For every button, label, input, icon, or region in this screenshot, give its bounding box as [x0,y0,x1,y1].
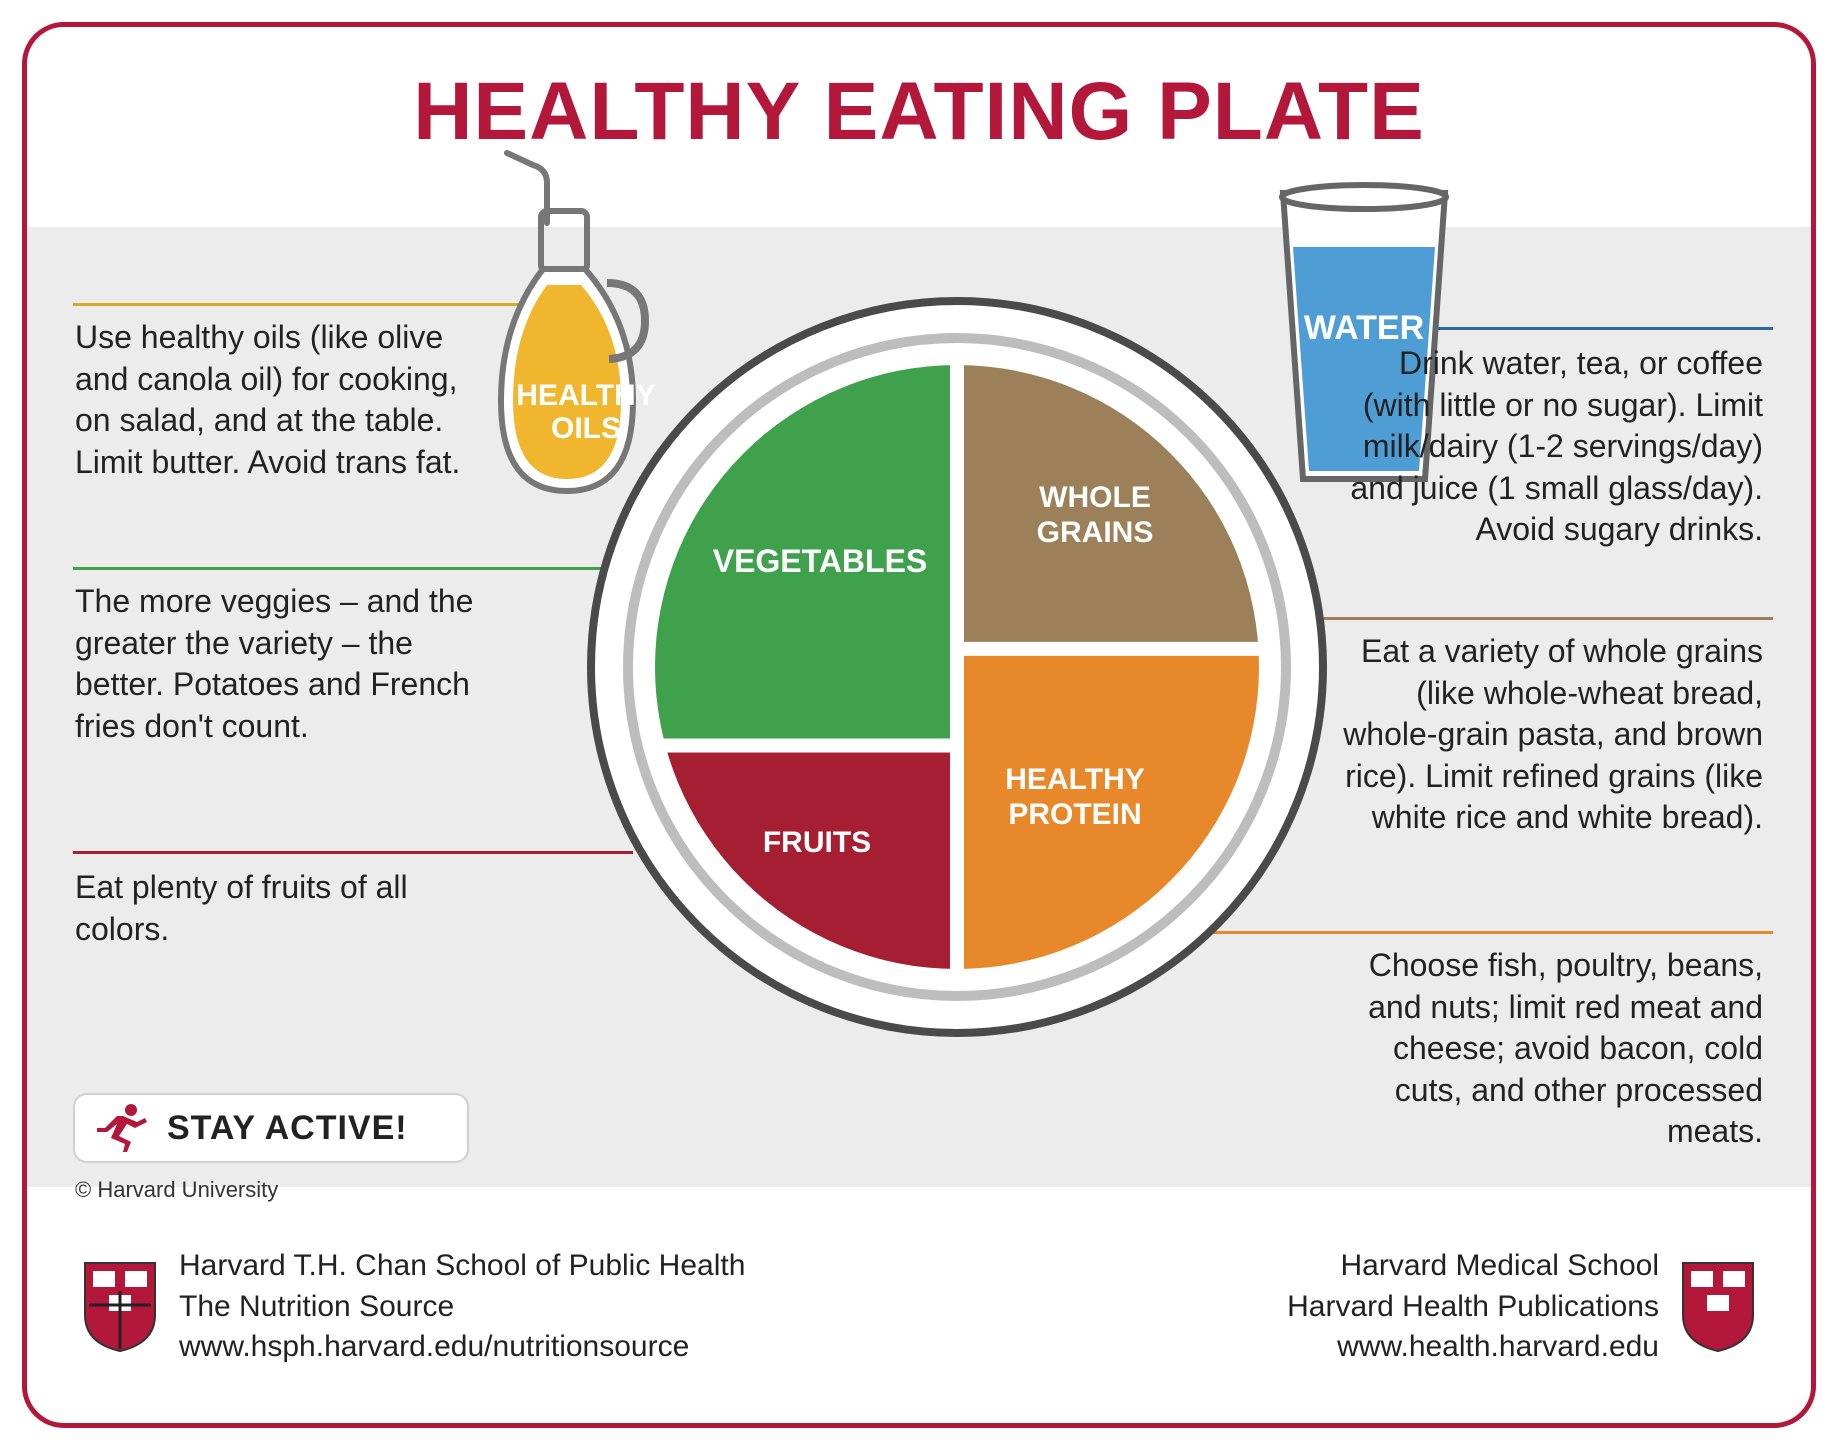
footer-right-line1: Harvard Medical School [1287,1246,1659,1287]
callout-grains: Eat a variety of whole grains (like whol… [1323,631,1763,839]
footer-right: Harvard Medical School Harvard Health Pu… [1287,1246,1755,1368]
callout-protein: Choose fish, poultry, beans, and nuts; l… [1323,945,1763,1153]
sector-fruits [655,753,950,969]
sector-label: WHOLEGRAINS [985,481,1205,550]
footer-left-line3: www.hsph.harvard.edu/nutritionsource [179,1327,745,1368]
sector-label: FRUITS [707,826,927,861]
infographic-frame: HEALTHY EATING PLATE HEALTHYOILS WATER V… [22,22,1816,1428]
sector-label: VEGETABLES [710,543,930,580]
harvard-shield-icon [1681,1261,1755,1353]
rule-grains [1287,617,1773,620]
callout-fruits: Eat plenty of fruits of all colors. [75,867,475,950]
callout-veggies: The more veggies – and the greater the v… [75,581,475,747]
sector-label: HEALTHYPROTEIN [965,763,1185,832]
footer-right-line3: www.health.harvard.edu [1287,1327,1659,1368]
footer-left: Harvard T.H. Chan School of Public Healt… [83,1246,745,1368]
plate-sectors [655,365,1259,969]
footer-left-line1: Harvard T.H. Chan School of Public Healt… [179,1246,745,1287]
footer-left-line2: The Nutrition Source [179,1287,745,1328]
harvard-shield-icon [83,1261,157,1353]
rule-veg [73,567,647,570]
stay-active-text: STAY ACTIVE! [167,1109,408,1148]
rule-fruit [73,851,633,854]
footer: Harvard T.H. Chan School of Public Healt… [27,1217,1811,1397]
plate: VEGETABLES FRUITS WHOLEGRAINS HEALTHYPROTEI… [587,297,1327,1037]
runner-icon [93,1102,149,1154]
callout-water: Drink water, tea, or coffee (with little… [1323,343,1763,551]
copyright: © Harvard University [75,1177,278,1203]
footer-right-line2: Harvard Health Publications [1287,1287,1659,1328]
callout-oils: Use healthy oils (like olive and canola … [75,317,475,483]
page-title: HEALTHY EATING PLATE [27,65,1811,159]
stay-active-badge: STAY ACTIVE! [73,1093,469,1163]
